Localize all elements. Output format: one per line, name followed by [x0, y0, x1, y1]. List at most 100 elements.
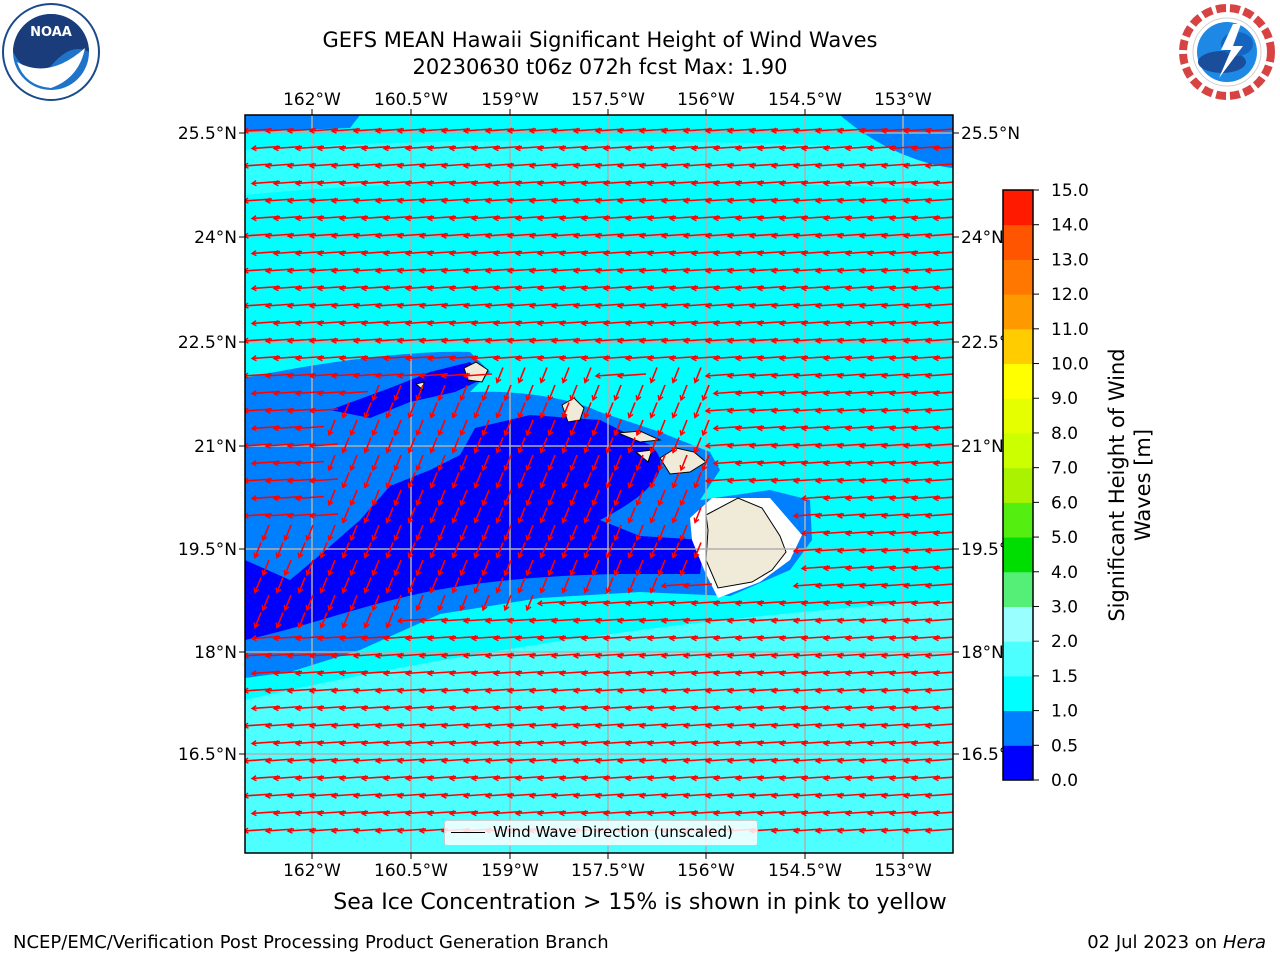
direction-arrowhead — [792, 617, 799, 624]
direction-arrowhead — [506, 722, 513, 729]
direction-arrow — [584, 402, 592, 418]
direction-arrowhead — [635, 499, 642, 507]
direction-arrow — [925, 513, 953, 517]
direction-arrowhead — [308, 757, 315, 764]
direction-arrowhead — [250, 355, 257, 362]
direction-arrowhead — [924, 442, 931, 449]
direction-arrowhead — [272, 810, 279, 817]
direction-arrow — [408, 472, 416, 488]
direction-arrowhead — [407, 517, 414, 524]
direction-arrow — [328, 454, 336, 471]
direction-arrowhead — [770, 617, 777, 624]
direction-arrowhead — [352, 267, 359, 274]
direction-arrowhead — [330, 827, 337, 834]
direction-arrowhead — [858, 757, 865, 764]
direction-arrow — [658, 524, 666, 541]
direction-arrow — [306, 524, 314, 541]
direction-arrowhead — [844, 565, 851, 572]
direction-arrow — [364, 577, 372, 593]
direction-arrow — [430, 542, 438, 558]
direction-arrowhead — [756, 320, 763, 327]
direction-arrow — [614, 454, 622, 471]
direction-arrowhead — [671, 377, 678, 384]
colorbar-segment — [1003, 467, 1033, 503]
noaa-logo-text: NOAA — [30, 25, 72, 40]
direction-arrow — [430, 472, 438, 488]
direction-arrowhead — [536, 215, 543, 222]
direction-arrowhead — [712, 600, 719, 607]
direction-arrowhead — [352, 722, 359, 729]
direction-arrow — [933, 741, 953, 745]
direction-arrowhead — [371, 534, 378, 542]
direction-arrowhead — [888, 320, 895, 327]
direction-arrowhead — [910, 635, 917, 642]
direction-arrowhead — [858, 372, 865, 379]
direction-arrowhead — [363, 447, 370, 454]
direction-arrowhead — [880, 792, 887, 799]
direction-arrowhead — [426, 810, 433, 817]
direction-arrowhead — [646, 740, 653, 747]
direction-arrowhead — [910, 425, 917, 432]
direction-arrowhead — [426, 180, 433, 187]
machine-name: Hera — [1222, 932, 1266, 953]
direction-arrowhead — [679, 499, 686, 507]
direction-arrowhead — [308, 197, 315, 204]
direction-arrow — [298, 612, 306, 628]
direction-arrow — [650, 542, 658, 558]
direction-arrowhead — [495, 517, 502, 524]
direction-arrowhead — [932, 600, 939, 607]
direction-arrowhead — [536, 145, 543, 152]
direction-arrowhead — [800, 215, 807, 222]
lon-label-top: 159°W — [481, 90, 539, 110]
direction-arrowhead — [660, 722, 667, 729]
direction-arrow — [933, 181, 953, 185]
direction-arrowhead — [671, 517, 678, 524]
direction-arrow — [592, 524, 600, 541]
direction-arrowhead — [616, 197, 623, 204]
direction-arrowhead — [426, 145, 433, 152]
direction-arrowhead — [294, 810, 301, 817]
direction-arrowhead — [308, 477, 315, 484]
direction-arrowhead — [613, 499, 620, 507]
direction-arrowhead — [470, 145, 477, 152]
direction-arrowhead — [704, 687, 711, 694]
direction-arrow — [614, 489, 622, 506]
direction-arrowhead — [910, 565, 917, 572]
direction-arrowhead — [910, 705, 917, 712]
direction-arrowhead — [360, 320, 367, 327]
direction-arrowhead — [459, 499, 466, 507]
direction-arrowhead — [470, 810, 477, 817]
direction-arrowhead — [748, 127, 755, 134]
direction-arrowhead — [440, 687, 447, 694]
direction-arrowhead — [245, 827, 249, 834]
direction-arrowhead — [514, 250, 521, 257]
direction-arrowhead — [572, 127, 579, 134]
direction-arrowhead — [844, 530, 851, 537]
direction-arrowhead — [932, 355, 939, 362]
direction-arrowhead — [682, 617, 689, 624]
direction-arrowhead — [836, 652, 843, 659]
direction-arrow — [438, 454, 446, 471]
direction-arrow — [570, 384, 578, 401]
direction-arrowhead — [660, 302, 667, 309]
direction-arrowhead — [594, 372, 601, 379]
direction-arrowhead — [756, 705, 763, 712]
direction-arrowhead — [341, 447, 348, 454]
direction-arrow — [474, 402, 482, 418]
direction-arrowhead — [624, 670, 631, 677]
direction-arrow — [482, 489, 490, 506]
direction-arrowhead — [245, 722, 249, 729]
direction-arrowhead — [558, 355, 565, 362]
direction-arrowhead — [635, 394, 642, 402]
direction-arrowhead — [349, 569, 356, 577]
direction-arrowhead — [814, 617, 821, 624]
direction-arrowhead — [594, 722, 601, 729]
direction-arrowhead — [473, 517, 480, 524]
direction-arrowhead — [528, 757, 535, 764]
direction-arrowhead — [448, 705, 455, 712]
direction-arrowhead — [550, 337, 557, 344]
direction-arrowhead — [360, 355, 367, 362]
direction-arrowhead — [363, 622, 370, 629]
colorbar-segment — [1003, 398, 1033, 434]
direction-arrowhead — [440, 792, 447, 799]
